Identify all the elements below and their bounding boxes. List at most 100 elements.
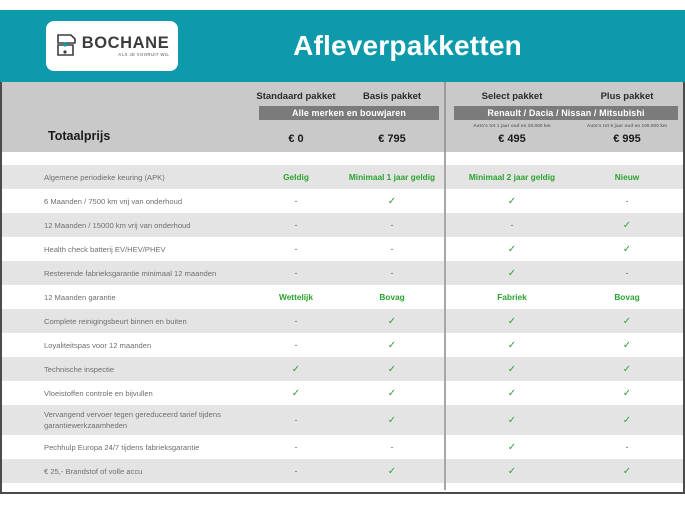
table-row: Pechhulp Europa 24/7 tijdens fabrieksgar… [2,435,683,459]
cell-plus: Nieuw [614,172,640,182]
cell-standaard: - [294,316,298,326]
column-header-basis: Basis pakket [362,91,422,102]
cell-select: ✓ [507,414,517,426]
cell-select: ✓ [507,339,517,351]
table-row: Health check batterij EV/HEV/PHEV - - ✓ ✓ [2,237,683,261]
cell-select: ✓ [507,465,517,477]
cell-basis: Minimaal 1 jaar geldig [348,172,436,182]
brand-logo: BOCHANE ALS JE VOORUIT WIL [46,21,178,71]
cell-select: Fabriek [497,292,527,302]
cell-basis: - [390,220,394,230]
cell-standaard: - [294,196,298,206]
row-label: Complete reinigingsbeurt binnen en buite… [44,316,187,326]
row-label: Resterende fabrieksgarantie minimaal 12 … [44,268,217,278]
cell-standaard: Wettelijk [279,292,313,302]
cell-basis: - [390,442,394,452]
group-sub-select: Auto's tot 1 jaar oud en 20.000 km [473,123,551,128]
cell-basis: ✓ [387,315,397,327]
price-standaard: € 0 [288,133,304,145]
table-row: Vloeistoffen controle en bijvullen ✓ ✓ ✓ ✓ [2,381,683,405]
table-row: Vervangend vervoer tegen gereduceerd tar… [2,405,683,435]
cell-standaard: - [294,442,298,452]
column-header-plus: Plus pakket [600,91,654,102]
cell-plus: ✓ [622,219,632,231]
table-row: 12 Maanden / 15000 km vrij van onderhoud… [2,213,683,237]
cell-select: - [510,220,514,230]
cell-select: ✓ [507,363,517,375]
cell-basis: - [390,268,394,278]
cell-plus: ✓ [622,465,632,477]
table-row: € 25,- Brandstof of volle accu - ✓ ✓ ✓ [2,459,683,483]
cell-plus: ✓ [622,243,632,255]
cell-basis: ✓ [387,414,397,426]
cell-plus: ✓ [622,339,632,351]
row-label: Pechhulp Europa 24/7 tijdens fabrieksgar… [44,442,200,452]
row-label: 6 Maanden / 7500 km vrij van onderhoud [44,196,183,206]
cell-select: ✓ [507,243,517,255]
column-header-standaard: Standaard pakket [256,91,336,102]
row-label: Loyaliteitspas voor 12 maanden [44,340,152,350]
cell-select: ✓ [507,315,517,327]
group-bar-alle-merken: Alle merken en bouwjaren [259,106,439,120]
table-row: Technische inspectie ✓ ✓ ✓ ✓ [2,357,683,381]
cell-plus: ✓ [622,315,632,327]
row-label: € 25,- Brandstof of volle accu [44,466,143,476]
price-plus: € 995 [613,133,641,145]
cell-standaard: - [294,268,298,278]
column-header-select: Select pakket [481,91,543,102]
cell-standaard: - [294,466,298,476]
cell-select: ✓ [507,195,517,207]
package-comparison-table: Standaard pakket Basis pakket Select pak… [0,82,685,494]
cell-standaard: ✓ [291,387,301,399]
cell-standaard: - [294,244,298,254]
row-label: Vervangend vervoer tegen gereduceerd tar… [44,409,221,430]
cell-plus: ✓ [622,363,632,375]
page-title: Afleverpakketten [293,30,522,61]
cell-select: ✓ [507,441,517,453]
cell-basis: ✓ [387,339,397,351]
cell-basis: - [390,244,394,254]
row-label: Technische inspectie [44,364,115,374]
package-group-divider-header [444,82,446,152]
table-row: Loyaliteitspas voor 12 maanden - ✓ ✓ ✓ [2,333,683,357]
table-row: Complete reinigingsbeurt binnen en buite… [2,309,683,333]
price-select: € 495 [498,133,526,145]
brand-name: BOCHANE [81,33,170,52]
group-bar-renault-dacia-nissan-mitsubishi: Renault / Dacia / Nissan / Mitsubishi [454,106,678,120]
cell-plus: ✓ [622,414,632,426]
cell-plus: ✓ [622,387,632,399]
cell-standaard: Geldig [283,172,309,182]
bochane-b-mark-icon [55,33,77,59]
page-header-band: BOCHANE ALS JE VOORUIT WIL Afleverpakket… [0,10,685,82]
cell-plus: - [625,196,629,206]
price-basis: € 795 [378,133,406,145]
totaalprijs-label: Totaalprijs [48,129,111,143]
package-group-divider [444,82,446,490]
brand-tagline: ALS JE VOORUIT WIL [118,52,170,58]
cell-select: ✓ [507,387,517,399]
table-row: 6 Maanden / 7500 km vrij van onderhoud - ✓… [2,189,683,213]
cell-plus: - [625,268,629,278]
table-row: Resterende fabrieksgarantie minimaal 12 … [2,261,683,285]
table-body: Algemene periodieke keuring (APK) Geldig M… [2,165,683,483]
row-label: 12 Maanden / 15000 km vrij van onderhoud [44,220,191,230]
cell-plus: - [625,442,629,452]
table-row: 12 Maanden garantie Wettelijk Bovag Fabriek… [2,285,683,309]
cell-basis: ✓ [387,363,397,375]
cell-basis: Bovag [379,292,405,302]
cell-basis: ✓ [387,465,397,477]
cell-select: ✓ [507,267,517,279]
cell-basis: ✓ [387,387,397,399]
row-label: Vloeistoffen controle en bijvullen [44,388,153,398]
row-label: Health check batterij EV/HEV/PHEV [44,244,166,254]
table-row: Algemene periodieke keuring (APK) Geldig M… [2,165,683,189]
cell-plus: Bovag [614,292,640,302]
group-sub-plus: Auto's tot 5 jaar oud en 100.000 km [586,123,668,128]
cell-standaard: ✓ [291,363,301,375]
cell-standaard: - [294,415,298,425]
header-spacer [2,152,683,165]
row-label: Algemene periodieke keuring (APK) [44,172,165,182]
row-label: 12 Maanden garantie [44,292,116,302]
cell-standaard: - [294,220,298,230]
table-header-zone: Standaard pakket Basis pakket Select pak… [2,82,683,152]
